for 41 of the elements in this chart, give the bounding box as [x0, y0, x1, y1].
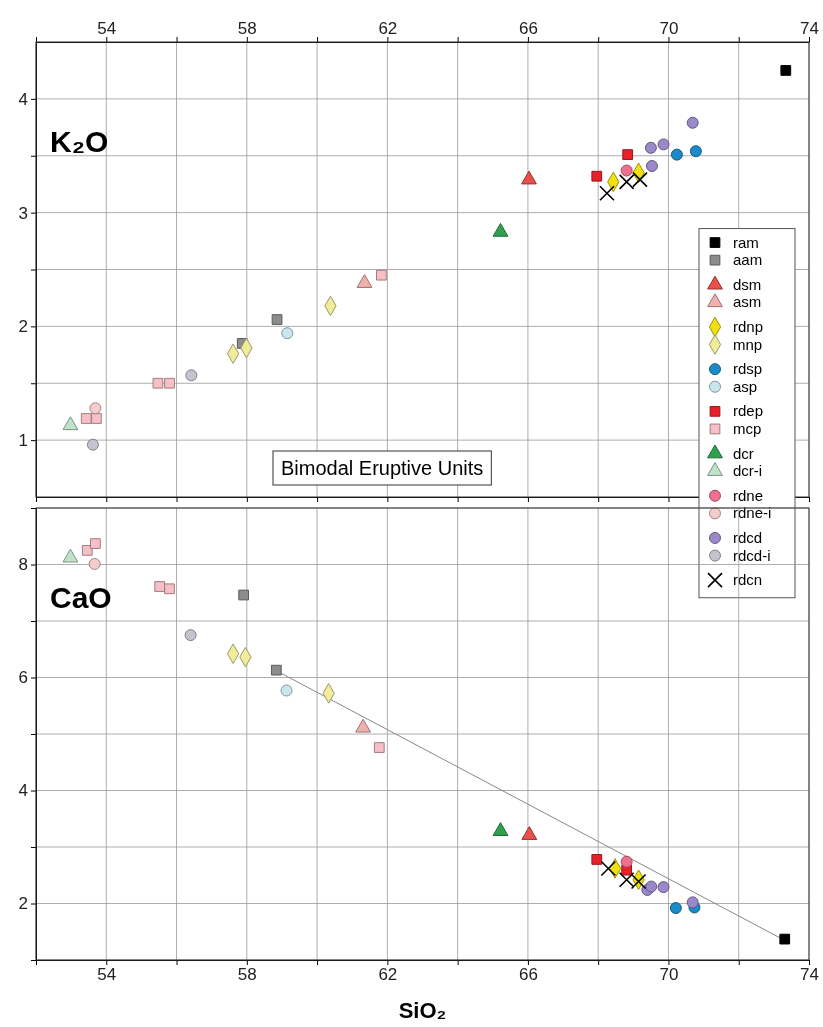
legend-label: rdcd-i: [733, 546, 771, 564]
legend-label: rdne: [733, 486, 764, 504]
y-axis-title: CaO: [50, 581, 112, 615]
legend-label: dsm: [733, 275, 762, 293]
x-tick-label: 62: [378, 965, 398, 985]
y-tick-label: 2: [18, 317, 28, 337]
annotation: Bimodal Eruptive Units: [281, 457, 484, 479]
legend-label: rdsp: [733, 360, 763, 378]
legend-label: asp: [733, 377, 758, 395]
y-tick-label: 3: [18, 203, 28, 223]
legend-label: mnp: [733, 335, 763, 353]
x2-tick-label: 62: [378, 19, 398, 38]
y-tick-label: 2: [18, 894, 28, 914]
legend-label: rdep: [733, 402, 764, 420]
legend-label: dcr: [733, 444, 754, 462]
legend-label: asm: [733, 293, 762, 311]
legend-label: rdcn: [733, 571, 763, 589]
x-tick-label: 54: [97, 965, 117, 985]
x-tick-label: 58: [237, 965, 257, 985]
y-tick-label: 8: [18, 555, 28, 575]
y-tick-label: 6: [18, 668, 28, 688]
x2-tick-label: 70: [659, 19, 679, 38]
x2-tick-label: 74: [800, 19, 819, 38]
legend-label: rdne-i: [733, 504, 772, 522]
y-tick-label: 4: [18, 89, 28, 109]
x-tick-label: 74: [800, 965, 819, 985]
x2-tick-label: 54: [97, 19, 117, 38]
y-tick-label: 4: [18, 781, 28, 801]
y-tick-label: 1: [18, 431, 28, 451]
legend-label: rdcd: [733, 528, 763, 546]
y-axis-title: K₂O: [50, 125, 109, 159]
legend-label: mcp: [733, 419, 762, 437]
legend-label: rdnp: [733, 317, 764, 335]
x2-tick-label: 66: [518, 19, 538, 38]
x2-tick-label: 58: [237, 19, 257, 38]
legend-label: dcr-i: [733, 462, 763, 480]
x-tick-label: 66: [518, 965, 538, 985]
x-axis-title: SiO₂: [398, 998, 447, 1023]
legend-label: aam: [733, 251, 763, 269]
x-tick-label: 70: [659, 965, 679, 985]
legend-label: ram: [733, 233, 759, 251]
